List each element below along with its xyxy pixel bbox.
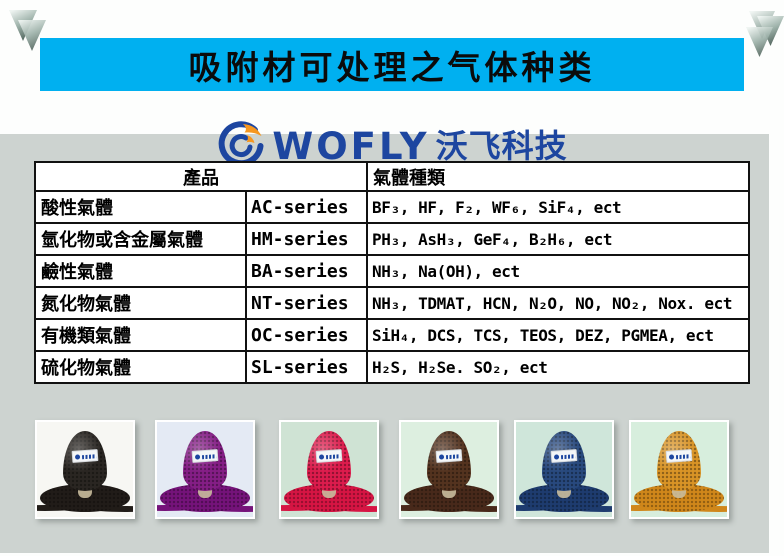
gases-cell: PH₃, AsH₃, GeF₄, B₂H₆, ect: [366, 222, 750, 256]
flask-stand: [672, 488, 686, 498]
wofly-logo: WOFLY 沃飞科技: [0, 120, 784, 172]
granule-photo: [629, 420, 729, 519]
flask-stand: [557, 488, 571, 498]
table-header-row: 產品 氣體種類: [34, 161, 750, 192]
brand-text-cn: 沃飞科技: [435, 127, 568, 165]
header-gas-types: 氣體種類: [366, 161, 750, 192]
table-row: 酸性氣體 AC-series BF₃, HF, F₂, WF₆, SiF₄, e…: [34, 190, 750, 224]
flask-label: [191, 449, 219, 463]
granule-photo: [399, 420, 499, 519]
flask-label: [315, 449, 343, 463]
category-cell: 鹼性氣體: [34, 254, 247, 288]
category-cell: 氫化物或含金屬氣體: [34, 222, 247, 256]
page-title: 吸附材可处理之气体种类: [188, 50, 596, 87]
series-cell: HM-series: [245, 222, 368, 256]
flask-label: [665, 449, 693, 463]
category-cell: 有機類氣體: [34, 318, 247, 352]
gases-cell: NH₃, Na(OH), ect: [366, 254, 750, 288]
table-row: 有機類氣體 OC-series SiH₄, DCS, TCS, TEOS, DE…: [34, 318, 750, 352]
flask-stand: [322, 488, 336, 498]
flask-label: [71, 449, 99, 463]
granule-pile: [404, 484, 494, 512]
granule-photo: [279, 420, 379, 519]
gases-cell: BF₃, HF, F₂, WF₆, SiF₄, ect: [366, 190, 750, 224]
series-cell: NT-series: [245, 286, 368, 320]
granule-pile: [634, 484, 724, 512]
granule-photo: [155, 420, 255, 519]
series-cell: OC-series: [245, 318, 368, 352]
gas-table: 產品 氣體種類 酸性氣體 AC-series BF₃, HF, F₂, WF₆,…: [34, 161, 750, 384]
title-banner: 吸附材可处理之气体种类: [40, 38, 744, 91]
flask-stand: [78, 488, 92, 498]
series-cell: SL-series: [245, 350, 368, 384]
flask-label: [435, 449, 463, 463]
gases-cell: NH₃, TDMAT, HCN, N₂O, NO, NO₂, Nox. ect: [366, 286, 750, 320]
granule-photo: [514, 420, 614, 519]
flask: [183, 431, 227, 491]
flask: [542, 431, 586, 491]
series-cell: AC-series: [245, 190, 368, 224]
flask-stand: [198, 488, 212, 498]
gases-cell: H₂S, H₂Se. SO₂, ect: [366, 350, 750, 384]
category-cell: 酸性氣體: [34, 190, 247, 224]
category-cell: 氮化物氣體: [34, 286, 247, 320]
flask-stand: [442, 488, 456, 498]
brand-text: WOFLY: [272, 124, 430, 168]
wofly-logo-icon: [219, 121, 264, 167]
category-cell: 硫化物氣體: [34, 350, 247, 384]
granule-photo: [35, 420, 135, 519]
table-row: 硫化物氣體 SL-series H₂S, H₂Se. SO₂, ect: [34, 350, 750, 384]
flask-label: [550, 449, 578, 463]
header-product: 產品: [34, 161, 368, 192]
gases-cell: SiH₄, DCS, TCS, TEOS, DEZ, PGMEA, ect: [366, 318, 750, 352]
series-cell: BA-series: [245, 254, 368, 288]
table-row: 鹼性氣體 BA-series NH₃, Na(OH), ect: [34, 254, 750, 288]
table-row: 氫化物或含金屬氣體 HM-series PH₃, AsH₃, GeF₄, B₂H…: [34, 222, 750, 256]
table-row: 氮化物氣體 NT-series NH₃, TDMAT, HCN, N₂O, NO…: [34, 286, 750, 320]
